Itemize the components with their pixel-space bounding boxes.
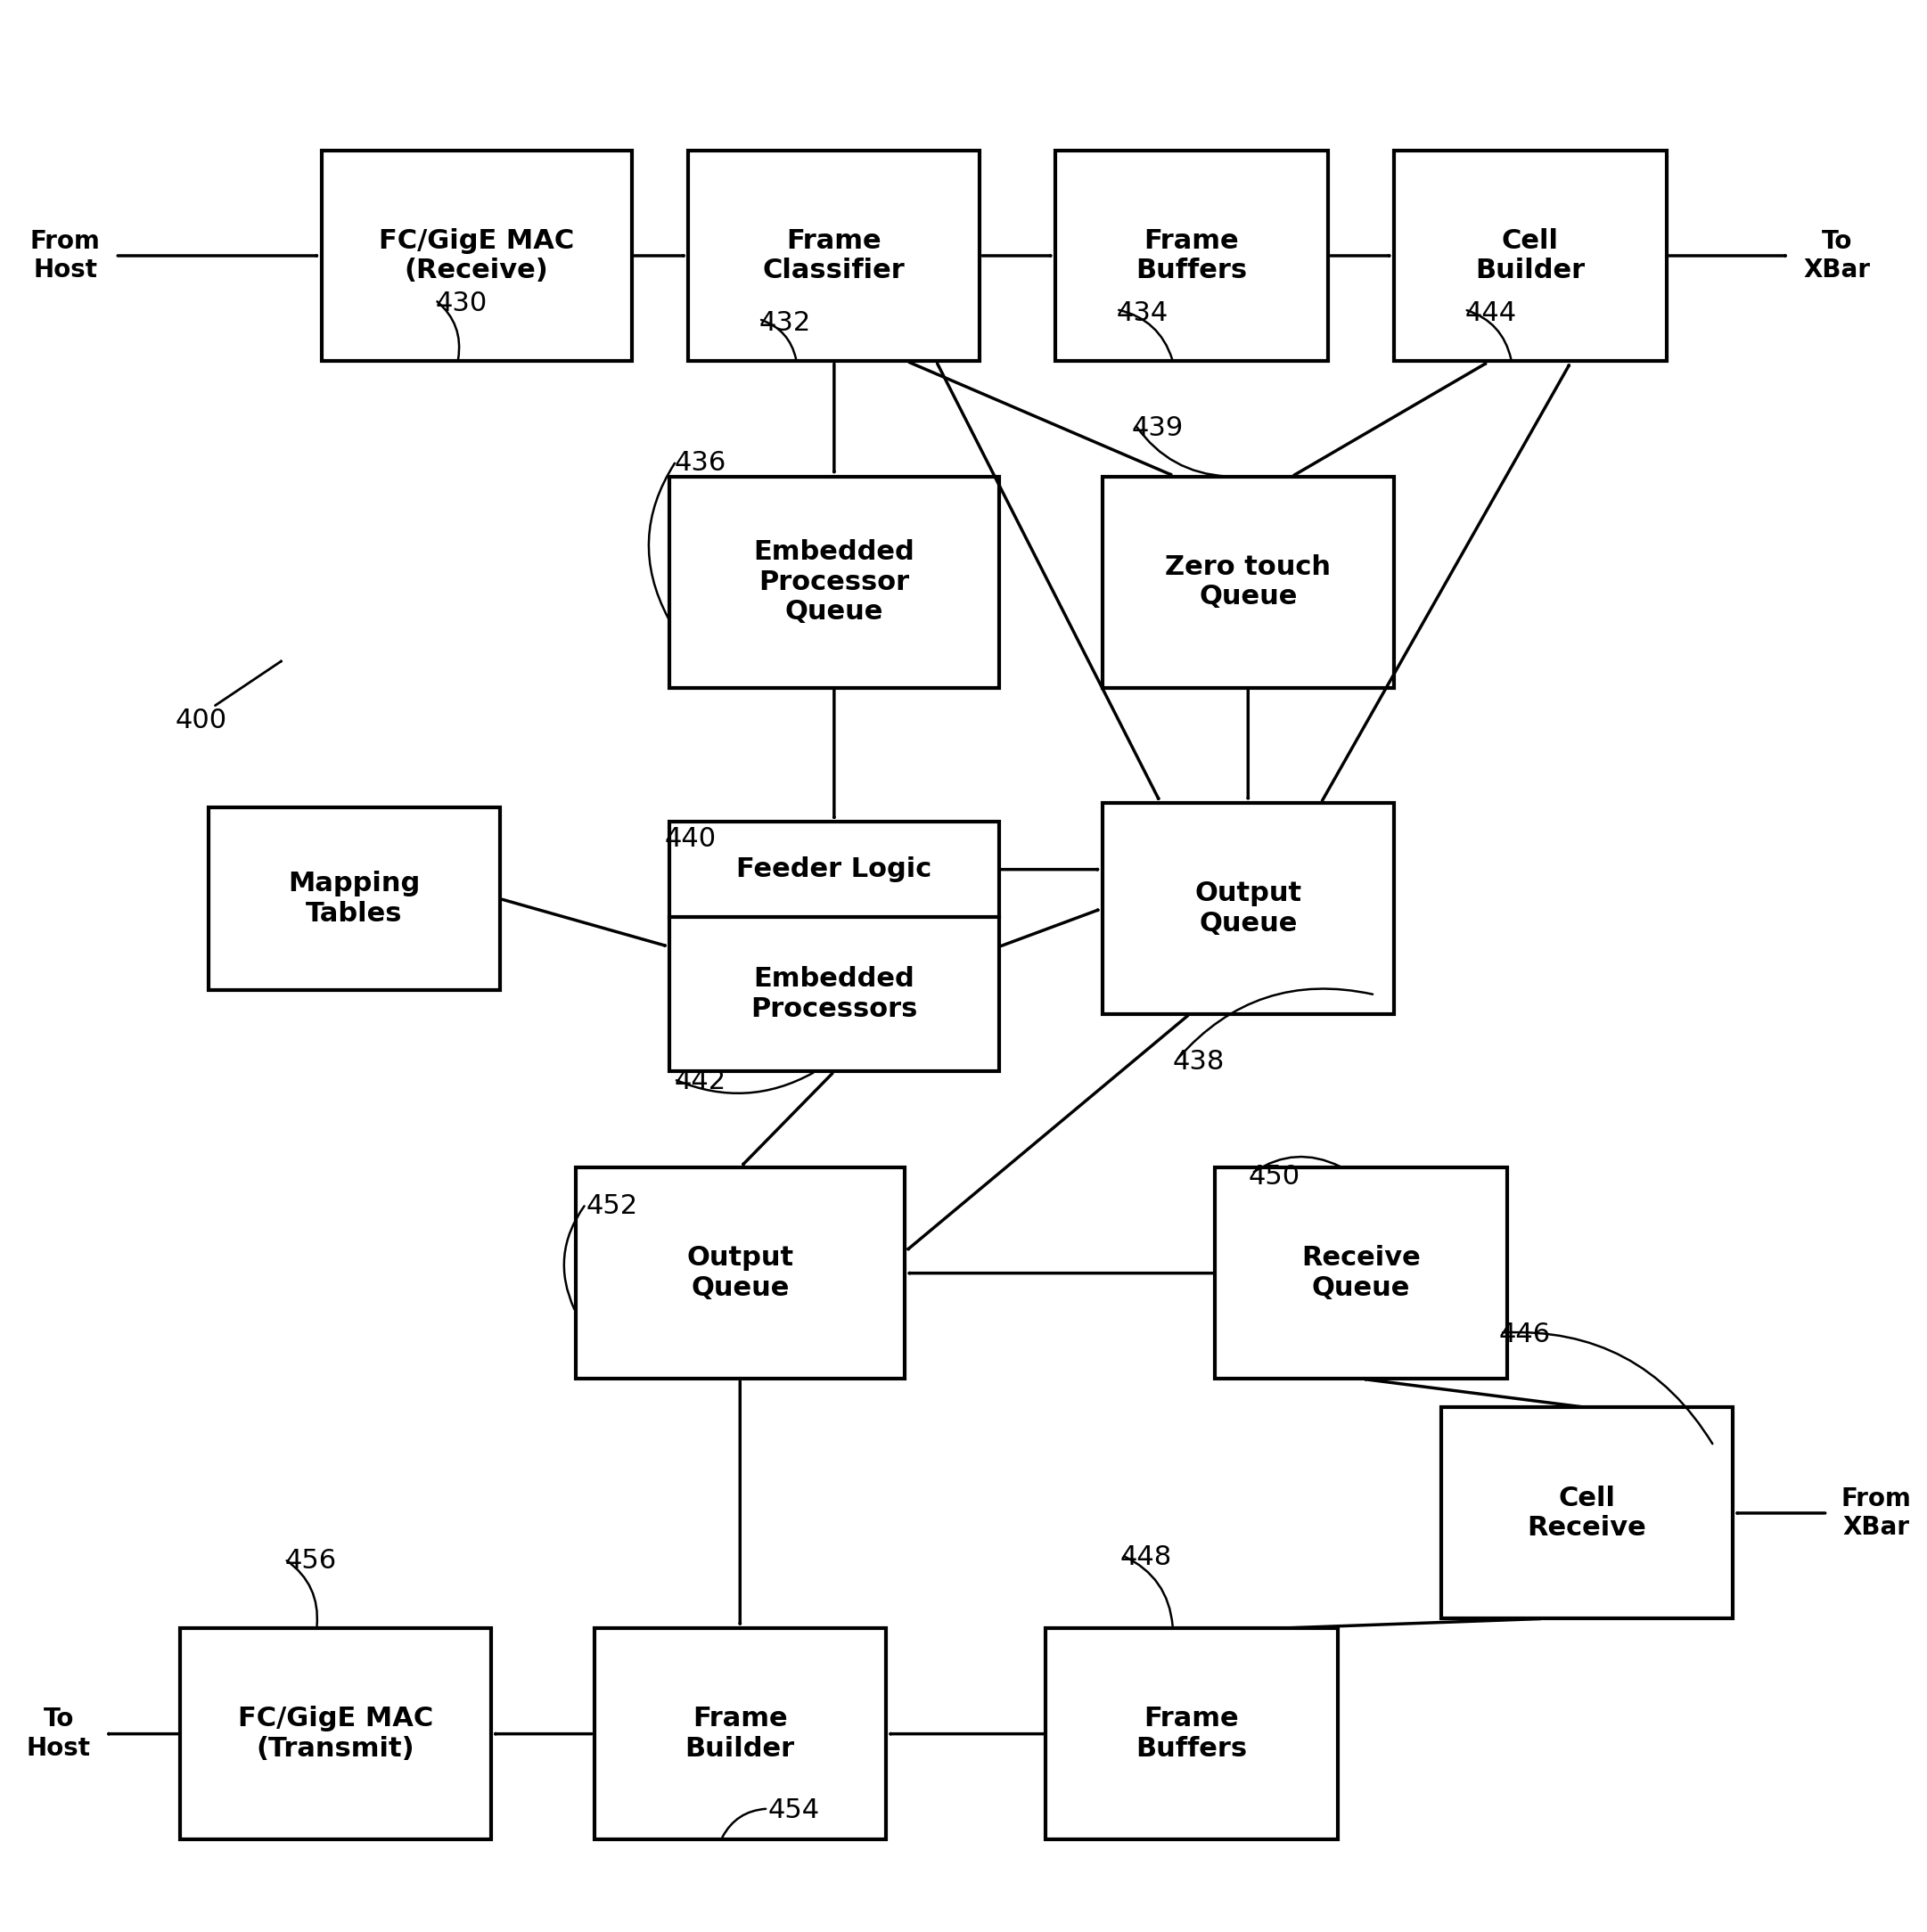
- Bar: [1102, 804, 1393, 1014]
- Text: 430: 430: [436, 292, 488, 317]
- Bar: [576, 1167, 904, 1379]
- Text: From
Host: From Host: [31, 228, 100, 282]
- Text: Output
Queue: Output Queue: [1195, 881, 1301, 937]
- Bar: [1102, 477, 1393, 688]
- Text: Frame
Classifier: Frame Classifier: [763, 228, 906, 284]
- Text: Mapping
Tables: Mapping Tables: [289, 871, 420, 927]
- Text: FC/GigE MAC
(Transmit): FC/GigE MAC (Transmit): [237, 1706, 434, 1762]
- Text: 448: 448: [1120, 1544, 1172, 1571]
- Text: Embedded
Processors: Embedded Processors: [752, 966, 917, 1022]
- Bar: [594, 1629, 886, 1839]
- Bar: [1441, 1408, 1732, 1619]
- Bar: [688, 151, 981, 361]
- Text: To
Host: To Host: [27, 1708, 91, 1760]
- Text: 444: 444: [1465, 299, 1517, 327]
- Text: Cell
Receive: Cell Receive: [1528, 1486, 1646, 1542]
- Text: 436: 436: [674, 450, 726, 475]
- Text: To
XBar: To XBar: [1804, 228, 1869, 282]
- Text: 454: 454: [769, 1797, 821, 1824]
- Text: 400: 400: [175, 707, 227, 734]
- Bar: [1393, 151, 1667, 361]
- Text: Cell
Builder: Cell Builder: [1476, 228, 1586, 284]
- Text: 452: 452: [586, 1194, 638, 1219]
- Bar: [669, 477, 998, 688]
- Bar: [181, 1629, 491, 1839]
- Text: Frame
Builder: Frame Builder: [686, 1706, 796, 1762]
- Text: 438: 438: [1174, 1049, 1226, 1074]
- Text: 450: 450: [1249, 1165, 1301, 1190]
- Bar: [1216, 1167, 1507, 1379]
- Text: Frame
Buffers: Frame Buffers: [1135, 228, 1247, 284]
- Bar: [1046, 1629, 1337, 1839]
- Text: 432: 432: [759, 309, 811, 336]
- Text: 456: 456: [285, 1548, 337, 1575]
- Text: 439: 439: [1131, 415, 1183, 440]
- Text: Zero touch
Queue: Zero touch Queue: [1166, 554, 1332, 611]
- Text: Output
Queue: Output Queue: [686, 1246, 794, 1300]
- Text: 442: 442: [674, 1068, 726, 1094]
- Text: Frame
Buffers: Frame Buffers: [1135, 1706, 1247, 1762]
- Bar: [669, 821, 998, 1072]
- Text: FC/GigE MAC
(Receive): FC/GigE MAC (Receive): [380, 228, 574, 284]
- Bar: [322, 151, 632, 361]
- Bar: [1056, 151, 1328, 361]
- Text: From
XBar: From XBar: [1840, 1486, 1912, 1540]
- Text: 440: 440: [665, 827, 717, 852]
- Text: 446: 446: [1499, 1321, 1549, 1347]
- Text: Receive
Queue: Receive Queue: [1301, 1246, 1420, 1300]
- Bar: [208, 808, 501, 989]
- Text: 434: 434: [1116, 299, 1168, 327]
- Text: Feeder Logic: Feeder Logic: [736, 856, 933, 883]
- Text: Embedded
Processor
Queue: Embedded Processor Queue: [753, 539, 915, 624]
